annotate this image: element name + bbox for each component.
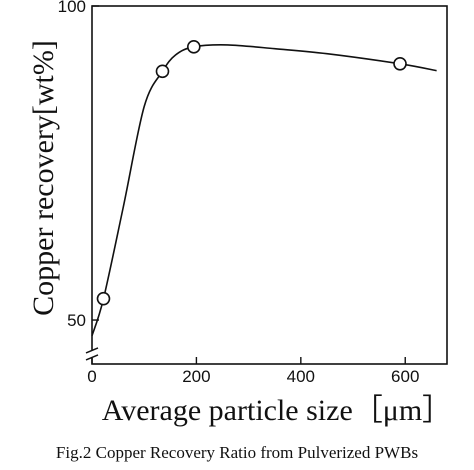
data-point — [393, 56, 407, 71]
axis-break-mark — [85, 354, 99, 361]
x-axis-label: Average particle size［μm］ — [102, 394, 452, 427]
data-points — [96, 40, 407, 306]
y-axis-ticks: 50 100 — [58, 0, 99, 330]
y-axis-label: Copper recovery[wt%] — [27, 40, 60, 316]
x-tick-label: 200 — [182, 367, 210, 386]
figure-caption: Fig.2 Copper Recovery Ratio from Pulveri… — [55, 443, 419, 462]
y-axis-break — [85, 347, 99, 361]
x-tick-label: 0 — [87, 367, 96, 386]
data-point — [155, 64, 170, 79]
y-tick-label: 100 — [58, 0, 86, 16]
x-tick-label: 600 — [391, 367, 419, 386]
series-curve — [91, 44, 437, 336]
x-tick-label: 400 — [287, 367, 315, 386]
axis-break-gap — [90, 349, 94, 358]
data-point — [187, 40, 201, 54]
axis-break-mark — [85, 347, 99, 354]
data-point — [96, 291, 111, 306]
plot-area: 0 200 400 600 50 100 — [58, 0, 448, 386]
y-tick-label: 50 — [67, 311, 86, 330]
plot-frame — [91, 5, 448, 365]
x-axis-ticks: 0 200 400 600 — [87, 357, 419, 386]
